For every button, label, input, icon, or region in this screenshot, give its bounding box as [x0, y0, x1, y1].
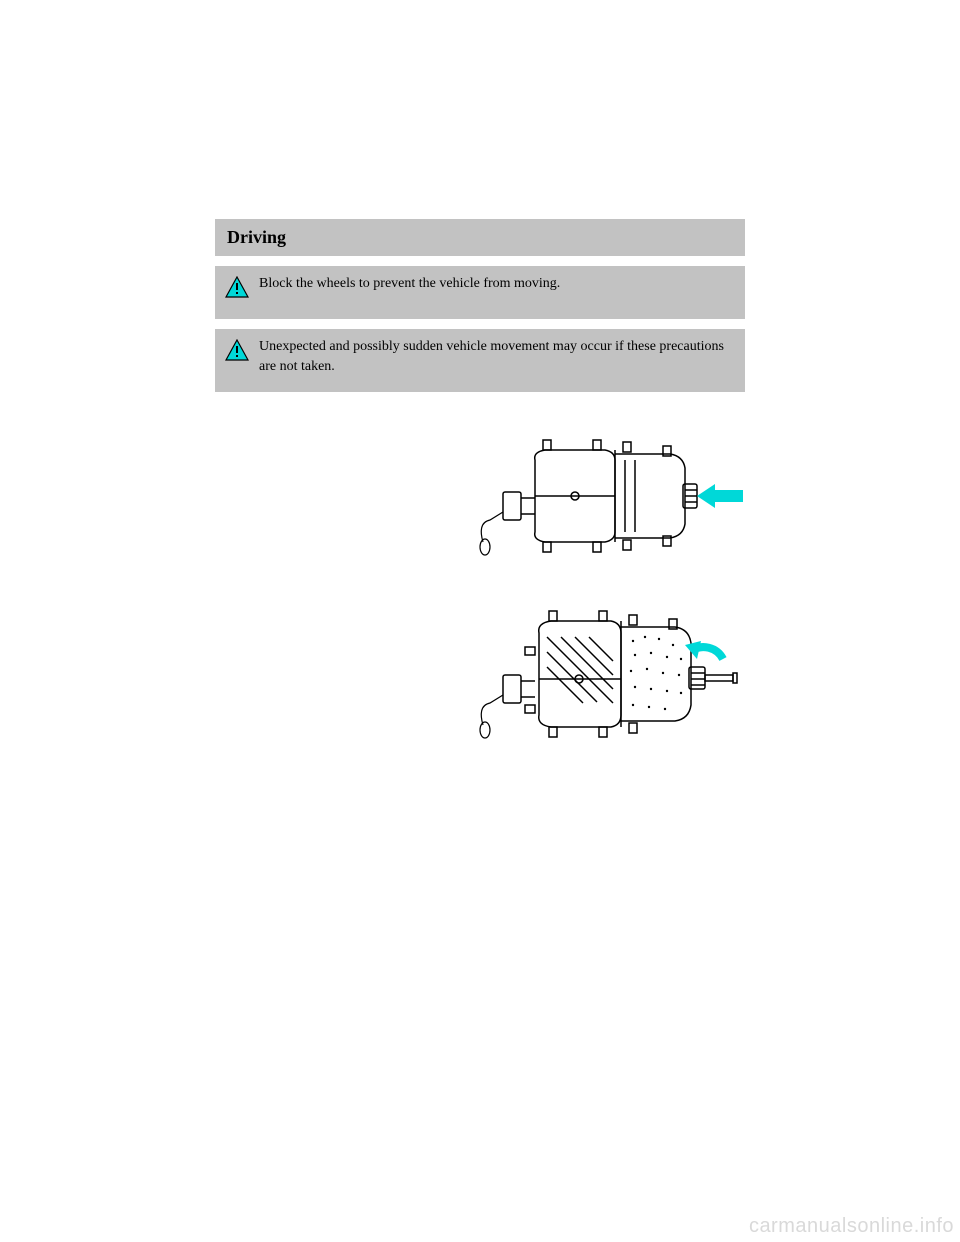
warning-icon	[225, 339, 249, 366]
warning-box-2: Unexpected and possibly sudden vehicle m…	[215, 329, 745, 392]
warning-icon	[225, 276, 249, 303]
warning-text-2: Unexpected and possibly sudden vehicle m…	[259, 337, 735, 376]
manual-page: Driving Block the wheels to prevent the …	[0, 0, 960, 1242]
diagram-area	[215, 432, 745, 752]
warning-box-1: Block the wheels to prevent the vehicle …	[215, 266, 745, 319]
content-area: Driving Block the wheels to prevent the …	[215, 219, 745, 752]
diagram-transfer-case-push	[475, 432, 745, 567]
diagram-transfer-case-rotate	[475, 597, 745, 752]
watermark: carmanualsonline.info	[749, 1215, 954, 1238]
warning-text-1: Block the wheels to prevent the vehicle …	[259, 274, 560, 294]
section-header: Driving	[215, 219, 745, 256]
section-title: Driving	[227, 227, 286, 247]
